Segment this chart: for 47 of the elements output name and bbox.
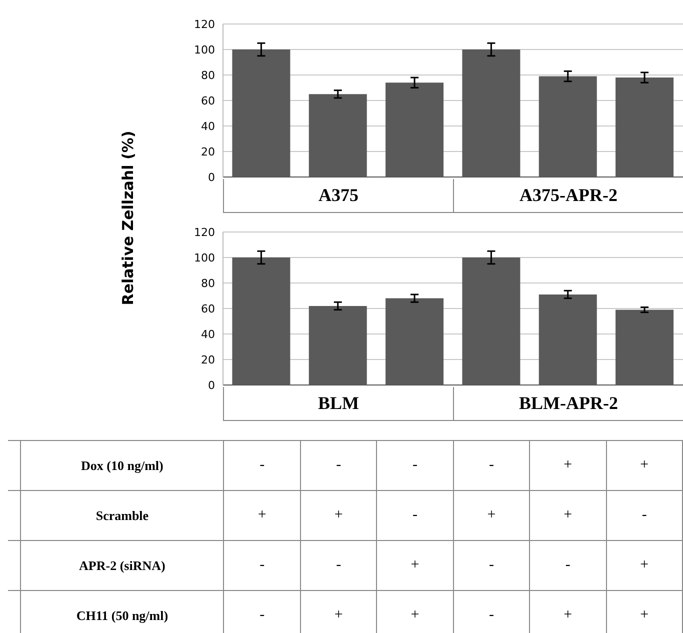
text: + xyxy=(410,557,420,573)
text: + xyxy=(334,507,343,523)
y-tick-label: 80 xyxy=(201,276,215,290)
text: - xyxy=(488,457,494,473)
y-tick-label: 20 xyxy=(201,145,215,158)
text: + xyxy=(564,507,572,523)
text: + xyxy=(640,557,649,573)
text: BLM-APR-2 xyxy=(453,387,683,421)
text: - xyxy=(260,607,265,623)
text: A375-APR-2 xyxy=(453,179,683,213)
text: - xyxy=(488,557,494,573)
text: + xyxy=(334,607,343,623)
y-tick-label: 120 xyxy=(194,226,215,239)
text: - xyxy=(336,457,342,473)
y-tick-label: 100 xyxy=(194,251,215,264)
text: + xyxy=(410,607,420,623)
text: - xyxy=(260,557,265,573)
text: + xyxy=(640,457,649,473)
y-tick-label: 120 xyxy=(194,18,215,31)
text: + xyxy=(487,507,496,523)
text: - xyxy=(488,607,494,623)
text: - xyxy=(565,557,570,573)
y-tick-label: 0 xyxy=(208,378,215,392)
text: + xyxy=(564,457,572,473)
text: A375 xyxy=(224,179,453,213)
category-label: Dox (10 ng/ml) xyxy=(81,458,164,472)
y-tick-label: 0 xyxy=(208,170,215,184)
text: - xyxy=(412,457,418,473)
text: + xyxy=(640,607,649,623)
y-tick-label: 60 xyxy=(201,94,215,108)
text: BLM xyxy=(224,387,453,421)
category-label: Scramble xyxy=(96,508,149,522)
y-tick-label: 80 xyxy=(201,68,215,82)
text: - xyxy=(336,557,342,573)
y-axis-title: Relative Zellzahl (%) xyxy=(119,130,137,306)
text: - xyxy=(642,507,647,523)
text: - xyxy=(412,507,418,523)
text: - xyxy=(260,457,265,473)
y-tick-label: 40 xyxy=(201,120,215,133)
y-tick-label: 40 xyxy=(201,328,215,341)
category-label: CH11 (50 ng/ml) xyxy=(76,608,168,622)
y-tick-label: 20 xyxy=(201,353,215,366)
category-label: APR-2 (siRNA) xyxy=(79,558,166,572)
text: + xyxy=(564,607,572,623)
y-tick-label: 100 xyxy=(194,43,215,56)
text: + xyxy=(258,507,266,523)
y-tick-label: 60 xyxy=(201,302,215,316)
